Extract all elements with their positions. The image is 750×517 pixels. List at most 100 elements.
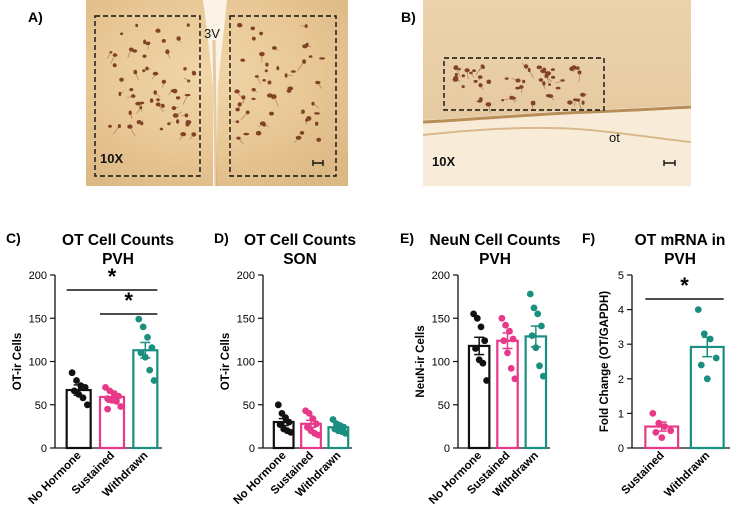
data-point xyxy=(481,337,488,344)
data-point xyxy=(540,373,547,380)
y-tick-label: 50 xyxy=(438,400,450,412)
data-point xyxy=(529,332,536,339)
data-point xyxy=(483,377,490,384)
stained-cell xyxy=(316,138,321,142)
data-point xyxy=(695,306,702,313)
y-tick-label: 100 xyxy=(237,357,255,369)
data-point xyxy=(532,344,539,351)
data-point xyxy=(474,315,481,322)
stained-cell xyxy=(542,68,546,72)
panel-label-b: B) xyxy=(401,9,416,25)
chart-title: NeuN Cell Counts xyxy=(430,232,561,249)
bar-withdrawn xyxy=(526,336,546,448)
stained-cell xyxy=(120,33,123,36)
stained-cell xyxy=(569,67,574,71)
data-point xyxy=(502,322,509,329)
stained-cell xyxy=(243,133,249,136)
y-tick-label: 100 xyxy=(432,357,450,369)
data-point xyxy=(536,362,543,369)
stained-cell xyxy=(187,23,190,26)
y-tick-label: 50 xyxy=(243,400,255,412)
data-point xyxy=(510,336,517,343)
bar-withdrawn xyxy=(133,350,157,448)
stained-cell xyxy=(462,74,465,77)
y-tick-label: 0 xyxy=(41,443,47,455)
data-point xyxy=(73,377,80,384)
data-point xyxy=(667,427,674,434)
magnification-a: 10X xyxy=(100,151,123,166)
y-tick-label: 200 xyxy=(237,270,255,282)
chart-subtitle: SON xyxy=(283,251,317,268)
data-point xyxy=(117,403,124,410)
data-point xyxy=(534,311,541,318)
chart-subtitle: PVH xyxy=(664,251,696,268)
significance-star: * xyxy=(680,273,689,298)
data-point xyxy=(140,324,147,331)
data-point xyxy=(472,345,479,352)
category-label: Withdrawn xyxy=(662,450,712,500)
stained-cell xyxy=(315,122,318,126)
stained-cell xyxy=(165,49,169,54)
data-point xyxy=(80,394,87,401)
stained-cell xyxy=(262,79,266,82)
bar-sustained xyxy=(497,341,517,448)
stained-cell xyxy=(556,87,561,90)
stained-cell xyxy=(462,85,465,88)
micrograph-a: A) 3V 10X xyxy=(28,0,348,186)
data-point xyxy=(135,316,142,323)
data-point xyxy=(84,401,91,408)
data-point xyxy=(701,330,708,337)
stained-cell xyxy=(319,57,325,59)
micrograph-b: B) ot 10X xyxy=(401,0,691,186)
data-point xyxy=(275,401,282,408)
stained-cell xyxy=(150,98,154,103)
data-point xyxy=(661,423,668,430)
data-point xyxy=(287,429,294,436)
stained-cell xyxy=(129,88,133,91)
stained-cell xyxy=(160,128,163,131)
stained-cell xyxy=(505,77,509,79)
y-tick-label: 200 xyxy=(29,270,47,282)
data-point xyxy=(69,369,76,376)
data-point xyxy=(146,367,153,374)
stained-cell xyxy=(176,119,179,123)
optic-tract-label: ot xyxy=(609,130,620,145)
stained-cell xyxy=(133,70,137,75)
stained-cell xyxy=(143,55,147,58)
stained-cell xyxy=(162,39,166,43)
data-point xyxy=(538,323,545,330)
stained-cell xyxy=(548,83,551,86)
data-point xyxy=(286,419,293,426)
third-ventricle-label: 3V xyxy=(204,26,220,41)
bar-no-hormone xyxy=(67,390,91,448)
data-point xyxy=(480,360,487,367)
data-point xyxy=(652,429,659,436)
stained-cell xyxy=(296,136,302,140)
stained-cell xyxy=(486,80,491,84)
stained-cell xyxy=(551,76,555,79)
stained-cell xyxy=(145,67,148,71)
data-point xyxy=(142,354,149,361)
y-tick-label: 50 xyxy=(35,400,47,412)
stained-cell xyxy=(551,68,555,71)
chart-title: OT mRNA in xyxy=(635,232,726,249)
data-point xyxy=(649,410,656,417)
stained-cell xyxy=(474,80,478,83)
panel-label-c: C) xyxy=(6,230,21,246)
y-tick-label: 2 xyxy=(618,374,624,386)
data-point xyxy=(512,375,519,382)
stained-cell xyxy=(135,24,138,27)
data-point xyxy=(504,350,511,357)
stained-cell xyxy=(237,23,242,27)
stained-cell xyxy=(265,69,268,72)
y-axis-label: OT-ir Cells xyxy=(12,333,24,391)
panel-label-f: F) xyxy=(582,230,595,246)
data-point xyxy=(342,430,349,437)
stained-cell xyxy=(522,80,525,84)
stained-cell xyxy=(291,70,296,73)
stained-cell xyxy=(240,59,245,62)
stained-cell xyxy=(309,55,313,58)
